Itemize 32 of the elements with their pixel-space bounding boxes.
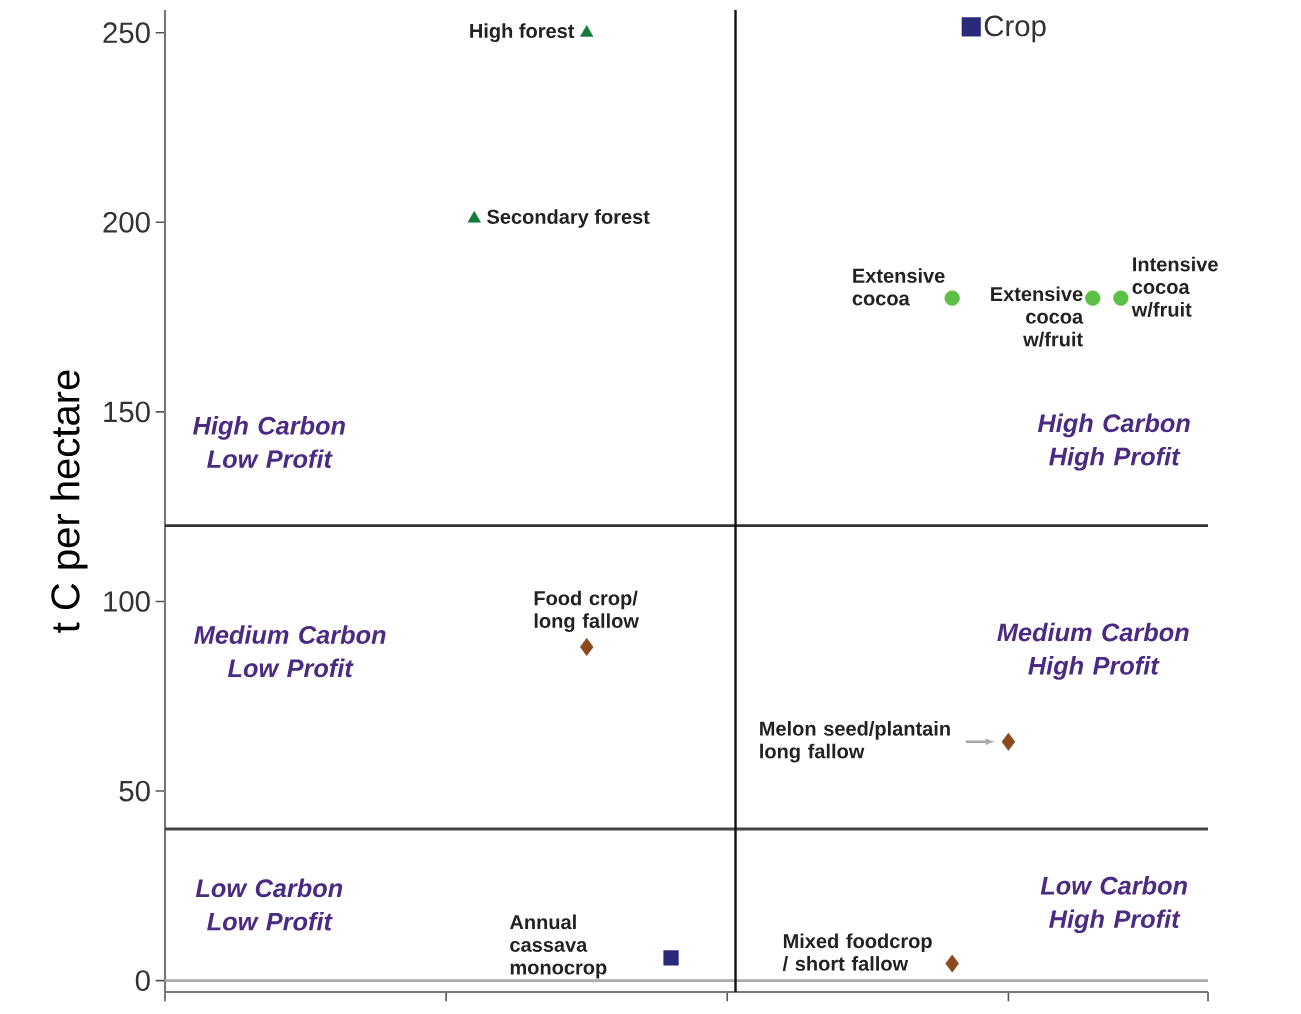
annotation: Medium Carbon Low Profit <box>194 625 386 678</box>
y-tick-label: 100 <box>104 591 150 612</box>
legend-label: Crop <box>984 15 1046 43</box>
annotation: Low Carbon Low Profit <box>195 878 343 931</box>
annotation: Extensive cocoa <box>852 268 945 306</box>
y-tick-label: 0 <box>135 970 150 992</box>
y-axis-title: t C per hectare <box>50 370 88 633</box>
annotation: Low Carbon High Profit <box>1040 876 1187 934</box>
annotation: Annual cassava monocrop <box>509 914 607 979</box>
annotation: Melon seed/plantain long fallow <box>760 721 950 763</box>
point <box>663 950 679 966</box>
point <box>1113 290 1129 306</box>
y-tick-label: 50 <box>119 780 150 802</box>
annotation: Extensive cocoa w/fruit <box>991 286 1084 347</box>
point <box>1001 732 1016 751</box>
annotation: Intensive cocoa w/fruit <box>1131 256 1218 317</box>
y-tick-label: 200 <box>103 211 150 233</box>
point <box>579 638 594 656</box>
point <box>945 954 959 973</box>
point <box>944 290 960 306</box>
y-tick-label: 150 <box>104 401 150 423</box>
point <box>1085 290 1101 306</box>
annotation: High Carbon Low Profit <box>193 416 345 469</box>
annotation: Medium Carbon High Profit <box>997 622 1189 680</box>
annotation: Secondary forest <box>487 209 650 228</box>
annotation: Mixed foodcrop / short fallow <box>782 933 932 972</box>
annotation: Food crop/ long fallow <box>534 590 639 633</box>
annotation: High Carbon High Profit <box>1037 413 1190 471</box>
annotation: High forest <box>470 23 575 43</box>
point <box>467 210 481 223</box>
point <box>580 25 594 37</box>
y-tick-label: 250 <box>103 22 150 44</box>
